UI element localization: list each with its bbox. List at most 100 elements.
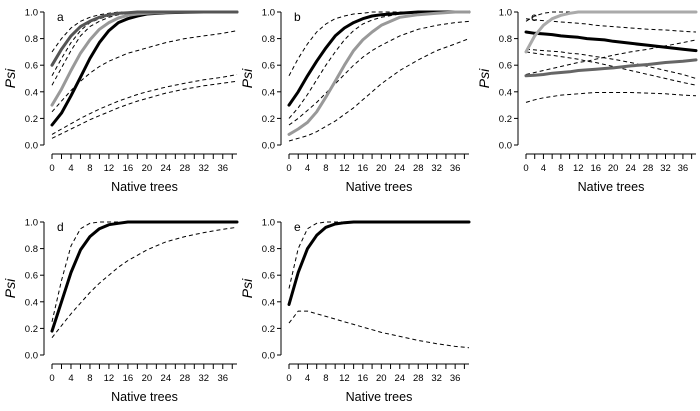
panel-b: 0.0 0.2 0.4 0.6 0.8 1.0 0 4 8 12 16 20 24 28 32 36 Nativ…	[239, 8, 471, 194]
y-tick-label: 0.0	[499, 141, 512, 152]
x-tick-label: 20	[142, 373, 153, 384]
series-ci-lower	[51, 226, 238, 339]
x-tick-label: 32	[199, 163, 210, 174]
y-tick-label: 0.0	[25, 141, 38, 152]
x-tick-label: 24	[394, 163, 405, 174]
x-tick-label: 8	[323, 163, 328, 174]
x-tick-label: 36	[217, 373, 228, 384]
x-tick-label: 32	[660, 163, 671, 174]
y-tick-label: 0.2	[499, 114, 512, 125]
x-tick-label: 4	[68, 373, 73, 384]
x-tick-label: 8	[323, 373, 328, 384]
series-black-estimate	[287, 10, 471, 107]
x-tick-label: 36	[450, 373, 461, 384]
panel-e: 0.0 0.2 0.4 0.6 0.8 1.0 0 4 8 12 16 20 24 28 32 36 Nativ…	[239, 218, 471, 404]
x-tick-label: 16	[358, 163, 369, 174]
series-ci-mid-2	[525, 51, 697, 86]
y-tick-label: 0.2	[25, 324, 38, 335]
x-axis-title: Native trees	[346, 180, 413, 194]
x-tick-label: 28	[413, 163, 424, 174]
x-tick-label: 20	[376, 163, 387, 174]
x-tick-label: 4	[541, 163, 546, 174]
series-ci-black-upper	[51, 11, 237, 77]
x-tick-label: 8	[558, 163, 563, 174]
x-tick-label: 16	[123, 163, 134, 174]
series-gray-estimate	[287, 10, 471, 136]
y-tick-label: 0.6	[25, 61, 38, 72]
y-tick-label: 0.8	[499, 34, 512, 45]
y-tick-label: 0.6	[499, 61, 512, 72]
y-tick-label: 0.4	[25, 297, 38, 308]
y-tick-label: 0.8	[25, 244, 38, 255]
y-tick-label: 0.8	[262, 244, 275, 255]
series-ci-lower	[525, 92, 697, 103]
y-tick-label: 0.2	[262, 114, 275, 125]
y-axis-title: Psi	[239, 68, 255, 88]
x-tick-label: 12	[339, 163, 350, 174]
series-black-estimate	[524, 30, 698, 53]
x-tick-label: 32	[199, 373, 210, 384]
x-tick-label: 4	[305, 163, 310, 174]
series-ci-lower-1	[288, 20, 470, 126]
panel-letter: a	[57, 10, 64, 24]
x-tick-label: 12	[104, 373, 115, 384]
x-tick-label: 8	[87, 163, 92, 174]
panel-letter: e	[294, 220, 301, 234]
series-ci-lower-2	[288, 38, 470, 142]
series-ci-upper-1	[525, 11, 696, 22]
x-tick-label: 28	[643, 163, 654, 174]
x-tick-label: 28	[180, 163, 191, 174]
x-tick-label: 0	[49, 373, 54, 384]
x-tick-label: 12	[104, 163, 115, 174]
x-tick-label: 0	[523, 163, 528, 174]
x-tick-label: 4	[68, 163, 73, 174]
y-tick-label: 0.8	[25, 34, 38, 45]
panel-a: 0.0 0.2 0.4 0.6 0.8 1.0 0 4 8 12 16 20 24 28 32 36 Nativ…	[2, 8, 239, 194]
y-tick-label: 0.0	[262, 141, 275, 152]
x-tick-label: 0	[286, 163, 291, 174]
series-dark-gray-estimate	[50, 10, 239, 67]
x-tick-label: 24	[161, 373, 172, 384]
y-tick-label: 1.0	[25, 8, 38, 19]
x-tick-label: 12	[339, 373, 350, 384]
x-tick-label: 0	[286, 373, 291, 384]
x-tick-label: 8	[87, 373, 92, 384]
series-ci-upper-2	[288, 11, 469, 119]
series-ci-upper-1	[288, 11, 469, 77]
y-tick-label: 0.8	[262, 34, 275, 45]
series-black-estimate	[287, 220, 471, 306]
x-tick-label: 12	[573, 163, 584, 174]
y-tick-label: 0.4	[499, 87, 512, 98]
x-tick-label: 0	[49, 163, 54, 174]
panel-letter: b	[294, 10, 301, 24]
y-tick-label: 0.6	[25, 271, 38, 282]
x-tick-label: 24	[394, 373, 405, 384]
x-tick-label: 32	[431, 163, 442, 174]
series-ci-upper	[288, 221, 469, 289]
series-ci-mid-1	[525, 48, 697, 79]
x-axis-title: Native trees	[346, 390, 413, 404]
y-tick-label: 1.0	[262, 218, 275, 229]
x-tick-label: 24	[161, 163, 172, 174]
y-axis-title: Psi	[239, 278, 255, 298]
panel-letter: d	[57, 220, 64, 234]
series-ci-black-lower-1	[51, 74, 238, 135]
x-tick-label: 16	[590, 163, 601, 174]
series-ci-lower	[288, 310, 470, 349]
series-dark-gray-estimate	[524, 58, 698, 78]
x-tick-label: 36	[450, 163, 461, 174]
y-axis-title: Psi	[2, 278, 18, 298]
panel-d: 0.0 0.2 0.4 0.6 0.8 1.0 0 4 8 12 16 20 24 28 32 36 Nativ…	[2, 218, 239, 404]
panel-c: 0.0 0.2 0.4 0.6 0.8 1.0 0 4 8 12 16 20 24 28 32 36 Nativ…	[476, 8, 698, 194]
y-tick-label: 0.4	[262, 297, 275, 308]
y-tick-label: 1.0	[499, 8, 512, 19]
y-tick-label: 1.0	[25, 218, 38, 229]
y-axis-title: Psi	[476, 68, 492, 88]
y-tick-label: 0.4	[25, 87, 38, 98]
x-tick-label: 36	[217, 163, 228, 174]
x-axis-title: Native trees	[111, 180, 178, 194]
y-tick-label: 0.6	[262, 61, 275, 72]
y-tick-label: 0.0	[25, 351, 38, 362]
y-axis-title: Psi	[2, 68, 18, 88]
x-tick-label: 16	[123, 373, 134, 384]
